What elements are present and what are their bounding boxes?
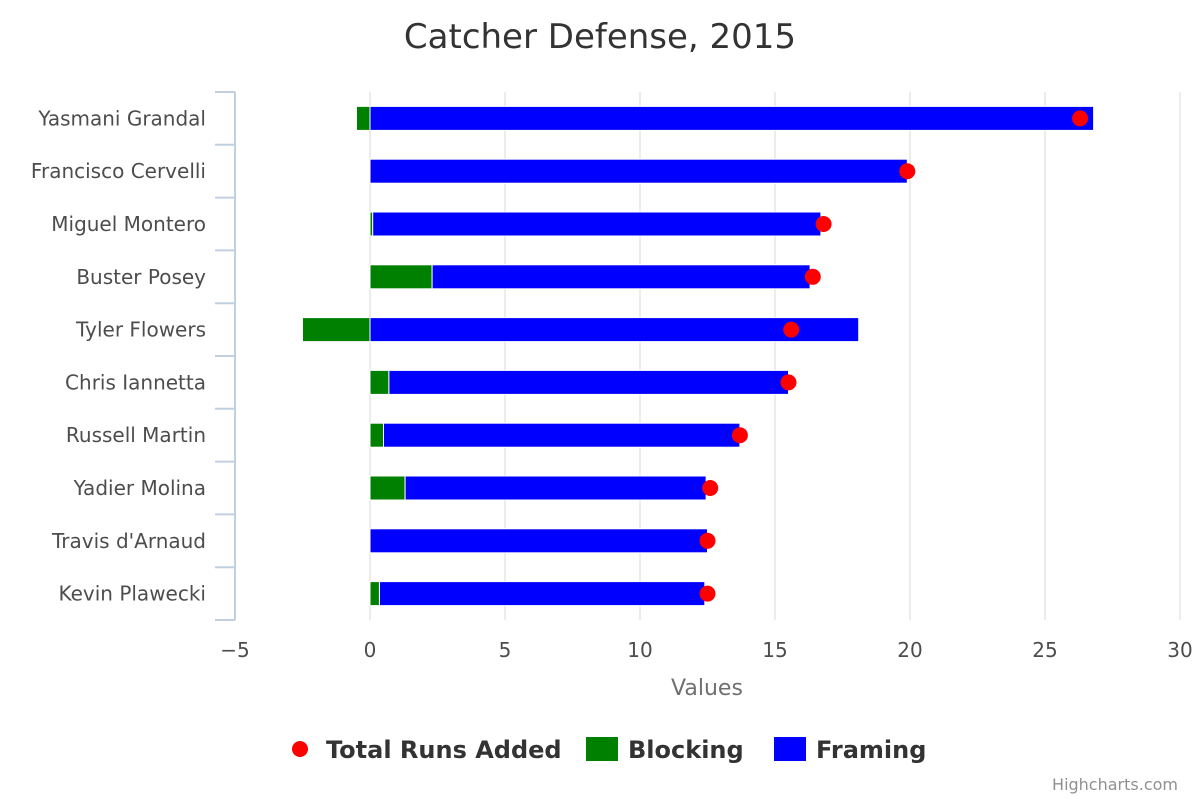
blocking-bar[interactable] <box>369 475 406 501</box>
chart-title: Catcher Defense, 2015 <box>404 17 796 57</box>
x-axis-title: Values <box>671 676 743 701</box>
framing-bar[interactable] <box>431 264 811 290</box>
legend-symbol-blocking[interactable] <box>586 737 618 761</box>
legend: Total Runs Added Blocking Framing <box>292 736 926 764</box>
category-label: Yasmani Grandal <box>37 106 206 130</box>
x-tick-label: 30 <box>1167 638 1192 662</box>
framing-bar[interactable] <box>369 105 1095 131</box>
category-label: Chris Iannetta <box>65 370 206 394</box>
category-label: Francisco Cervelli <box>31 159 206 183</box>
total-runs-point[interactable] <box>804 268 821 285</box>
points-layer <box>699 110 1089 602</box>
blocking-bar[interactable] <box>369 581 380 607</box>
legend-symbol-framing[interactable] <box>774 737 806 761</box>
blocking-bar[interactable] <box>369 264 433 290</box>
total-runs-point[interactable] <box>699 585 716 602</box>
framing-bar[interactable] <box>383 422 741 448</box>
category-label: Yadier Molina <box>73 476 206 500</box>
blocking-bar[interactable] <box>369 422 384 448</box>
framing-bar[interactable] <box>369 528 708 554</box>
framing-bar[interactable] <box>372 211 822 237</box>
blocking-bar[interactable] <box>369 369 390 395</box>
total-runs-point[interactable] <box>783 321 800 338</box>
bars-layer <box>302 105 1095 607</box>
framing-bar[interactable] <box>378 581 706 607</box>
total-runs-point[interactable] <box>815 216 832 232</box>
category-label: Miguel Montero <box>51 212 206 236</box>
framing-bar[interactable] <box>388 369 789 395</box>
x-tick-label: 0 <box>364 638 377 662</box>
total-runs-point[interactable] <box>780 374 797 391</box>
axis-layer <box>215 91 236 621</box>
total-runs-point[interactable] <box>1072 110 1089 127</box>
x-tick-label: −5 <box>220 638 249 662</box>
framing-bar[interactable] <box>369 158 908 184</box>
total-runs-point[interactable] <box>899 163 916 180</box>
category-label: Buster Posey <box>76 265 206 289</box>
legend-label-blocking[interactable]: Blocking <box>628 736 744 764</box>
legend-label-total-runs[interactable]: Total Runs Added <box>326 736 562 764</box>
legend-label-framing[interactable]: Framing <box>816 736 926 764</box>
x-tick-label: 25 <box>1032 638 1057 662</box>
total-runs-point[interactable] <box>699 532 716 549</box>
category-label: Russell Martin <box>66 423 206 447</box>
x-tick-label: 5 <box>499 638 512 662</box>
category-label: Travis d'Arnaud <box>51 529 206 553</box>
legend-symbol-total-runs[interactable] <box>292 741 308 757</box>
category-label: Tyler Flowers <box>75 318 206 342</box>
framing-bar[interactable] <box>404 475 707 501</box>
blocking-bar[interactable] <box>356 105 371 131</box>
x-tick-label: 20 <box>897 638 922 662</box>
category-label: Kevin Plawecki <box>58 582 206 606</box>
total-runs-point[interactable] <box>702 480 719 496</box>
framing-bar[interactable] <box>369 317 860 343</box>
x-tick-label: 10 <box>627 638 652 662</box>
blocking-bar[interactable] <box>302 317 371 343</box>
labels-layer: −5 0 5 10 15 20 25 30 Yasmani Grandal Francisco C… <box>31 106 1193 662</box>
x-tick-label: 15 <box>762 638 787 662</box>
credits-link[interactable]: Highcharts.com <box>1052 775 1178 794</box>
total-runs-point[interactable] <box>731 427 748 444</box>
